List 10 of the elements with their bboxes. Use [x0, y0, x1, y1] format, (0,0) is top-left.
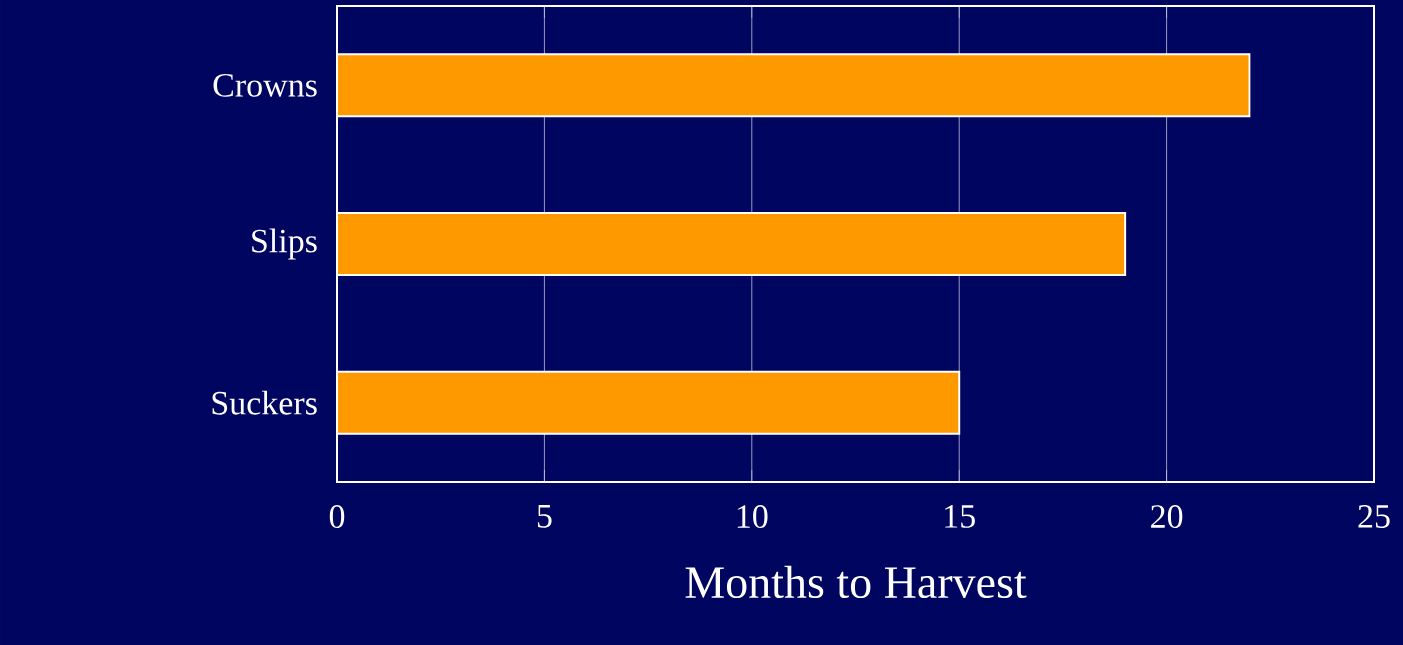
x-tick-label: 20	[1151, 505, 1183, 529]
x-tick-label: 15	[945, 505, 975, 528]
x-tick-label: 0	[329, 505, 345, 529]
y-tick-label: Slips	[252, 228, 317, 260]
x-tick-label: 25	[1358, 505, 1390, 528]
y-tick-label: Crowns	[213, 73, 317, 97]
x-tick-label: 5	[537, 505, 552, 528]
x-axis-title: Months to Harvest	[685, 565, 1027, 599]
y-tick-label: Suckers	[212, 390, 317, 415]
x-tick-label: 10	[737, 505, 768, 529]
